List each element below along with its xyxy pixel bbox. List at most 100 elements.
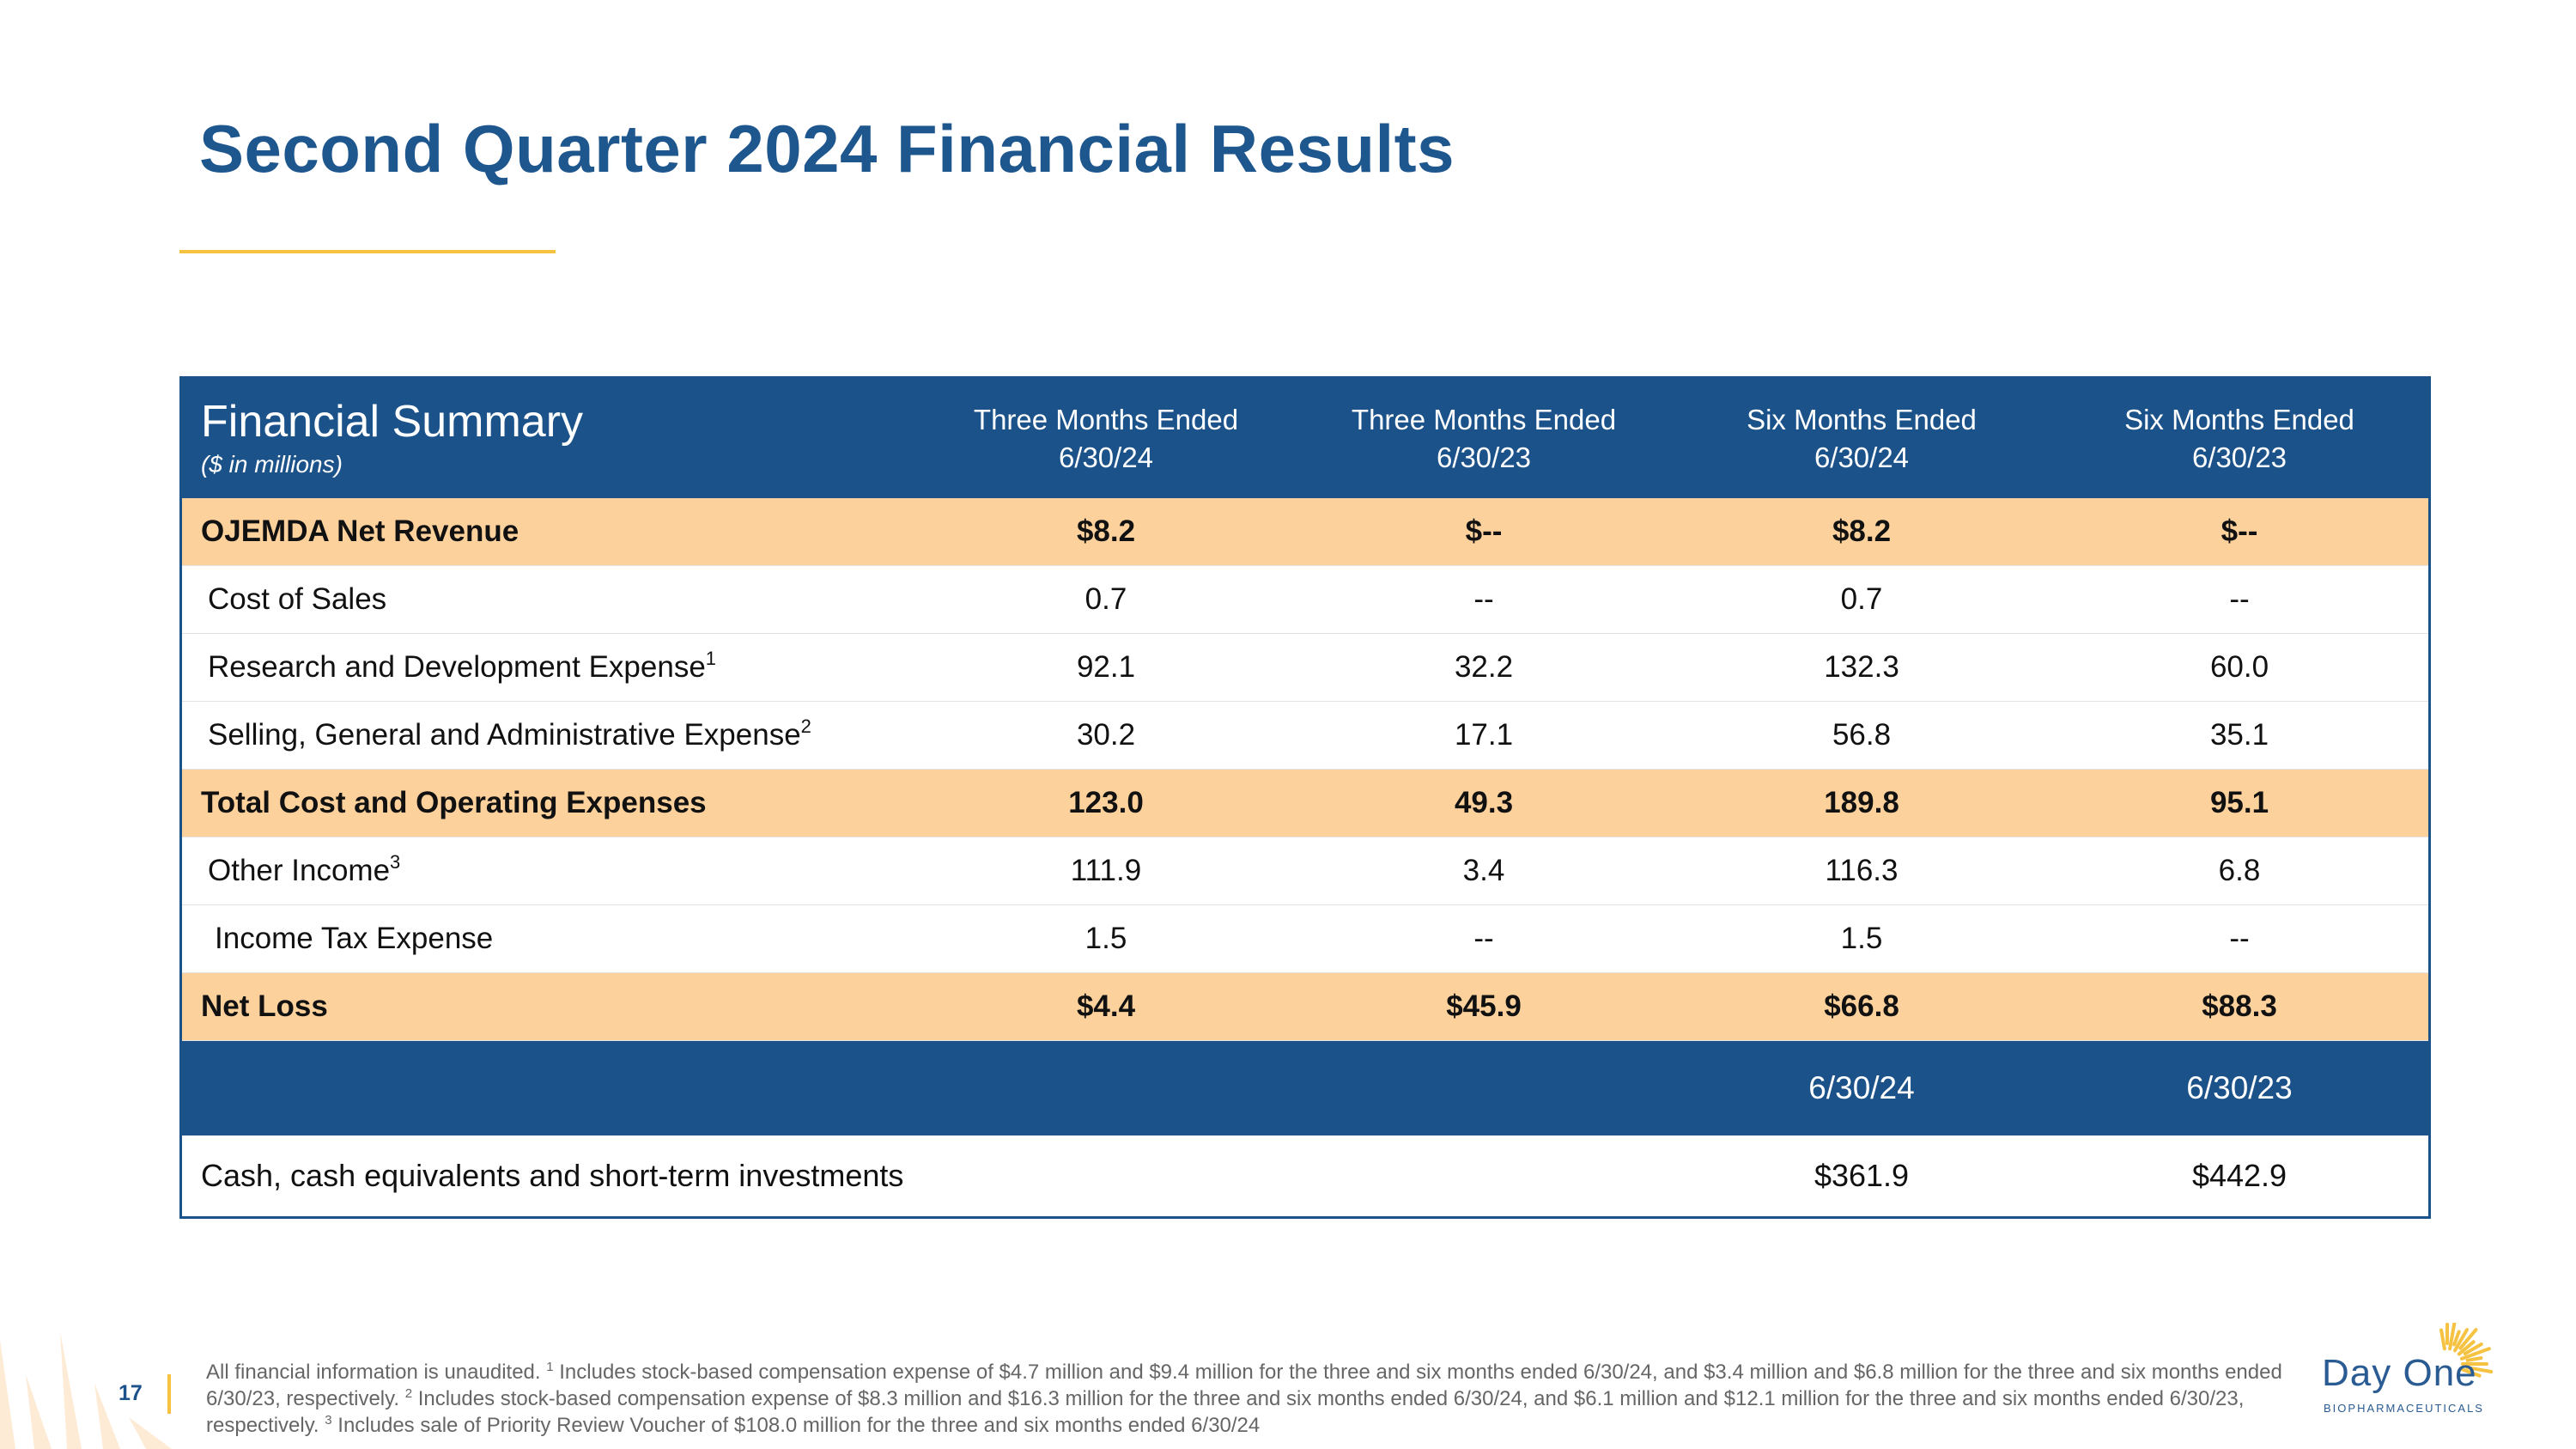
row-label: Net Loss <box>182 989 917 1024</box>
row-label: OJEMDA Net Revenue <box>182 514 917 549</box>
row-value: 132.3 <box>1824 650 1899 684</box>
table-title: Financial Summary <box>201 396 584 447</box>
row-value: -- <box>2229 582 2250 616</box>
cash-value: $361.9 <box>1814 1158 1910 1193</box>
row-label-text: Net Loss <box>201 989 328 1023</box>
cash-label: Cash, cash equivalents and short-term in… <box>201 1158 904 1193</box>
row-value: $8.2 <box>1832 514 1892 548</box>
row-value: $88.3 <box>2202 989 2277 1023</box>
row-value: -- <box>1473 922 1494 955</box>
cash-value: $442.9 <box>2191 1158 2287 1193</box>
page-number-divider <box>167 1374 171 1414</box>
row-label: Selling, General and Administrative Expe… <box>182 715 917 752</box>
sun-ray <box>2463 1342 2483 1355</box>
logo-name: Day One <box>2322 1352 2477 1394</box>
column-header: Three Months Ended 6/30/24 <box>917 401 1295 477</box>
sun-ray <box>2465 1366 2494 1374</box>
sunburst-decoration <box>0 1331 172 1449</box>
row-value: 0.7 <box>1084 582 1127 616</box>
row-value: 1.5 <box>1084 922 1127 955</box>
footnotes: All financial information is unaudited. … <box>206 1359 2310 1439</box>
sun-ray <box>2457 1340 2476 1356</box>
sun-ray <box>2458 1328 2478 1350</box>
row-label-text: Cost of Sales <box>208 582 387 616</box>
sun-ray <box>2459 1367 2482 1378</box>
table-unit: ($ in millions) <box>201 450 343 478</box>
column-header-period: Six Months Ended <box>1747 403 1977 435</box>
table-header: Financial Summary ($ in millions) Three … <box>182 379 2428 498</box>
row-value: 95.1 <box>2209 786 2269 819</box>
balance-date: 6/30/24 <box>1808 1070 1915 1105</box>
footnote-text: Includes stock-based compensation expens… <box>206 1361 2282 1410</box>
row-value: 17.1 <box>1454 718 1514 752</box>
row-label: Total Cost and Operating Expenses <box>182 786 917 820</box>
column-header: Six Months Ended 6/30/24 <box>1673 401 2050 477</box>
row-label: Income Tax Expense <box>182 922 917 956</box>
row-value: 32.2 <box>1454 650 1514 684</box>
row-value: $66.8 <box>1824 989 1899 1023</box>
row-value: 0.7 <box>1840 582 1883 616</box>
balance-sheet-header: 6/30/24 6/30/23 <box>182 1041 2428 1135</box>
table-row: Selling, General and Administrative Expe… <box>182 702 2428 770</box>
sun-ray <box>2465 1356 2483 1362</box>
footnote-marker: 3 <box>325 1413 332 1428</box>
row-value: 189.8 <box>1824 786 1899 819</box>
company-logo: Day One BIOPHARMACEUTICALS <box>2318 1323 2542 1434</box>
balance-date: 6/30/23 <box>2186 1070 2293 1105</box>
column-header-date: 6/30/23 <box>2191 441 2287 473</box>
row-value: $4.4 <box>1076 989 1136 1023</box>
row-value: $-- <box>1465 514 1503 548</box>
row-value: $8.2 <box>1076 514 1136 548</box>
row-label-text: Total Cost and Operating Expenses <box>201 786 707 819</box>
column-header-period: Six Months Ended <box>2124 403 2354 435</box>
row-label: Other Income3 <box>182 851 917 888</box>
sun-ray <box>2459 1347 2491 1361</box>
cash-row: Cash, cash equivalents and short-term in… <box>182 1135 2428 1216</box>
footnote-marker: 1 <box>546 1360 554 1374</box>
row-label-text: Other Income <box>208 854 391 887</box>
row-value: 3.4 <box>1462 854 1505 887</box>
sun-ray <box>2452 1330 2461 1347</box>
footnote-marker: 2 <box>800 715 811 737</box>
row-value: 56.8 <box>1832 718 1892 752</box>
title-underline <box>179 250 556 253</box>
row-value: -- <box>1473 582 1494 616</box>
column-header-date: 6/30/23 <box>1436 441 1532 473</box>
footnote-marker: 2 <box>404 1386 413 1401</box>
table-row: Income Tax Expense 1.5 -- 1.5 -- <box>182 905 2428 973</box>
row-value: 60.0 <box>2209 650 2269 684</box>
row-value: $-- <box>2221 514 2258 548</box>
table-row: Net Loss $4.4 $45.9 $66.8 $88.3 <box>182 973 2428 1041</box>
column-header-period: Three Months Ended <box>973 403 1239 435</box>
row-label-text: Income Tax Expense <box>215 922 494 955</box>
footnote-text: Includes sale of Priority Review Voucher… <box>331 1414 1261 1437</box>
sun-ray <box>2439 1328 2446 1351</box>
page-number: 17 <box>118 1381 143 1405</box>
column-header-period: Three Months Ended <box>1351 403 1617 435</box>
table-row: Total Cost and Operating Expenses 123.0 49… <box>182 770 2428 837</box>
column-header-date: 6/30/24 <box>1814 441 1910 473</box>
row-value: $45.9 <box>1446 989 1522 1023</box>
footnote-marker: 3 <box>390 851 401 873</box>
table-row: OJEMDA Net Revenue $8.2 $-- $8.2 $-- <box>182 498 2428 566</box>
row-value: 1.5 <box>1840 922 1883 955</box>
row-value: 92.1 <box>1076 650 1136 684</box>
table-row: Research and Development Expense1 92.1 32.… <box>182 634 2428 702</box>
row-value: 49.3 <box>1454 786 1514 819</box>
row-label-text: OJEMDA Net Revenue <box>201 514 519 548</box>
row-label: Research and Development Expense1 <box>182 648 917 685</box>
column-header: Three Months Ended 6/30/23 <box>1295 401 1673 477</box>
footnote-marker: 1 <box>705 648 717 669</box>
sun-ray <box>2448 1323 2457 1351</box>
row-value: 123.0 <box>1068 786 1144 819</box>
table-row: Cost of Sales 0.7 -- 0.7 -- <box>182 566 2428 634</box>
sun-icon <box>2439 1323 2494 1378</box>
row-value: 111.9 <box>1070 854 1142 887</box>
table-row: Other Income3 111.9 3.4 116.3 6.8 <box>182 837 2428 905</box>
page-title: Second Quarter 2024 Financial Results <box>199 111 1455 186</box>
row-value: 35.1 <box>2209 718 2269 752</box>
footnote-intro: All financial information is unaudited. <box>206 1361 547 1384</box>
row-label: Cost of Sales <box>182 582 917 617</box>
column-header: Six Months Ended 6/30/23 <box>2050 401 2428 477</box>
row-value: -- <box>2229 922 2250 955</box>
